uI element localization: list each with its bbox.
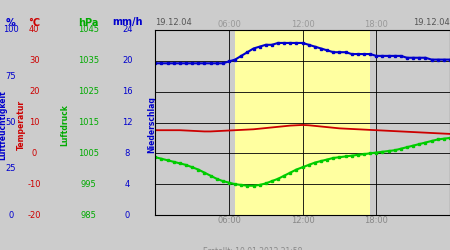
Text: 30: 30 (29, 56, 40, 65)
Text: -10: -10 (27, 180, 41, 189)
Text: 24: 24 (122, 26, 133, 35)
Text: 12: 12 (122, 118, 133, 127)
Text: 20: 20 (122, 56, 133, 65)
Text: hPa: hPa (78, 18, 99, 28)
Text: -20: -20 (27, 210, 41, 220)
Text: 100: 100 (3, 26, 19, 35)
Text: 1005: 1005 (78, 149, 99, 158)
Text: mm/h: mm/h (112, 18, 143, 28)
Text: 1035: 1035 (78, 56, 99, 65)
Text: 8: 8 (125, 149, 130, 158)
Text: 25: 25 (5, 164, 16, 173)
Text: 19.12.04: 19.12.04 (413, 18, 450, 27)
Text: 4: 4 (125, 180, 130, 189)
Text: %: % (6, 18, 16, 28)
Text: 10: 10 (29, 118, 40, 127)
Text: 995: 995 (81, 180, 96, 189)
Text: 75: 75 (5, 72, 16, 81)
Text: 0: 0 (8, 210, 14, 220)
Text: Temperatur: Temperatur (17, 100, 26, 150)
Text: °C: °C (28, 18, 40, 28)
Text: 16: 16 (122, 87, 133, 96)
Text: 40: 40 (29, 26, 40, 35)
Text: 1045: 1045 (78, 26, 99, 35)
Bar (235, 30, 370, 215)
Text: Erstellt: 10.01.2012 21:58: Erstellt: 10.01.2012 21:58 (203, 247, 302, 250)
Text: 19.12.04: 19.12.04 (155, 18, 192, 27)
Text: 1025: 1025 (78, 87, 99, 96)
Text: Niederschlag: Niederschlag (147, 96, 156, 154)
Text: 20: 20 (29, 87, 40, 96)
Text: 50: 50 (5, 118, 16, 127)
Text: Luftdruck: Luftdruck (61, 104, 70, 146)
Text: Luftfeuchtigkeit: Luftfeuchtigkeit (0, 90, 8, 160)
Text: 0: 0 (32, 149, 37, 158)
Text: 1015: 1015 (78, 118, 99, 127)
Text: 985: 985 (81, 210, 96, 220)
Text: 0: 0 (125, 210, 130, 220)
